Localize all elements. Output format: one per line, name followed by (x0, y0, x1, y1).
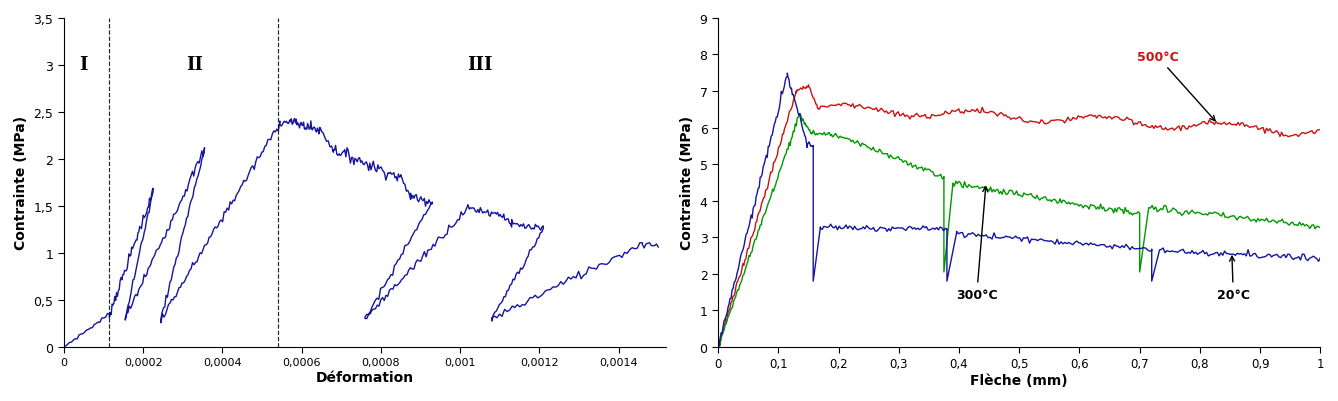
Text: I: I (79, 57, 88, 74)
X-axis label: Déformation: Déformation (316, 370, 413, 384)
Text: 20°C: 20°C (1216, 257, 1250, 301)
Y-axis label: Contrainte (MPa): Contrainte (MPa) (13, 116, 28, 250)
Text: 500°C: 500°C (1137, 51, 1215, 122)
X-axis label: Flèche (mm): Flèche (mm) (970, 373, 1068, 387)
Text: III: III (467, 57, 492, 74)
Y-axis label: Contrainte (MPa): Contrainte (MPa) (680, 116, 694, 250)
Text: 300°C: 300°C (955, 187, 998, 301)
Text: II: II (186, 57, 203, 74)
